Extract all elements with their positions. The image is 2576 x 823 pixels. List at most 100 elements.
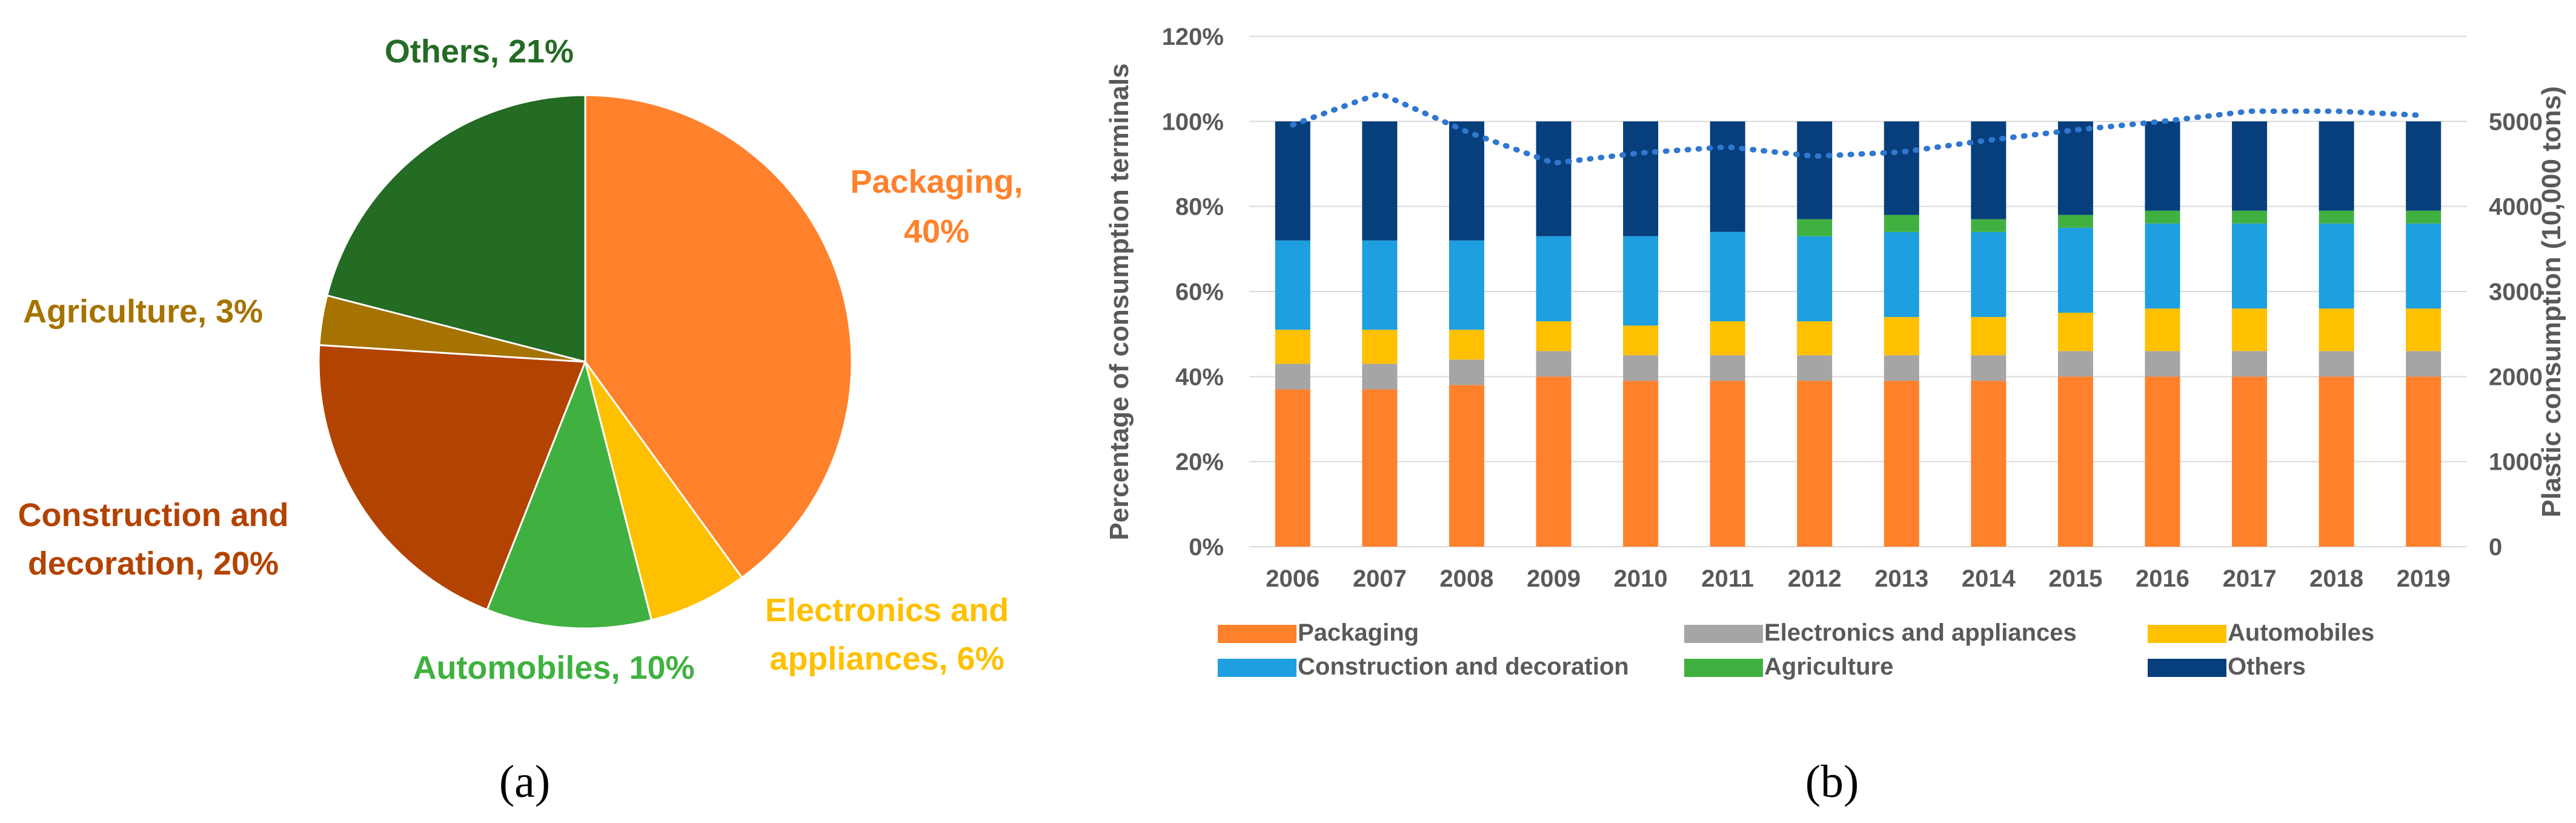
bar-others-2008 bbox=[1449, 121, 1484, 241]
bar-packaging-2014 bbox=[1971, 381, 2007, 547]
x-tick-label: 2009 bbox=[1527, 565, 1581, 592]
bar-automobiles-2018 bbox=[2319, 308, 2354, 352]
y2-tick-label: 3000 bbox=[2489, 279, 2543, 305]
bar-construction-and-decoration-2007 bbox=[1362, 240, 1398, 330]
y-tick-label: 100% bbox=[1162, 108, 1224, 135]
caption-b: (b) bbox=[1805, 756, 1859, 807]
pie-label-others: Others, 21% bbox=[385, 33, 574, 70]
y2-tick-label: 1000 bbox=[2489, 449, 2543, 476]
bar-automobiles-2019 bbox=[2406, 308, 2442, 352]
bar-construction-and-decoration-2017 bbox=[2232, 223, 2268, 309]
pie-label-electronics-and-appliances: Electronics and bbox=[765, 592, 1009, 628]
pie-slice-others bbox=[325, 94, 586, 363]
x-tick-label: 2019 bbox=[2397, 565, 2451, 592]
bar-construction-and-decoration-2019 bbox=[2406, 223, 2442, 309]
bar-packaging-2011 bbox=[1710, 381, 1745, 547]
bar-packaging-2007 bbox=[1362, 389, 1398, 547]
bar-electronics-and-appliances-2016 bbox=[2145, 351, 2180, 377]
x-tick-label: 2015 bbox=[2048, 565, 2102, 592]
bar-agriculture-2013 bbox=[1884, 215, 1919, 232]
bar-electronics-and-appliances-2006 bbox=[1275, 364, 1310, 390]
pie-label-packaging: 40% bbox=[904, 213, 969, 250]
pie-label-agriculture: Agriculture, 3% bbox=[23, 293, 263, 330]
pie-label-construction-and-decoration: Construction and bbox=[18, 497, 289, 533]
legend-swatch-construction-and-decoration bbox=[1218, 659, 1296, 677]
bar-automobiles-2017 bbox=[2232, 308, 2268, 352]
legend-swatch-others bbox=[2148, 659, 2226, 677]
bar-packaging-2013 bbox=[1884, 381, 1919, 547]
legend-label-packaging: Packaging bbox=[1298, 619, 1419, 646]
bar-agriculture-2018 bbox=[2319, 210, 2354, 224]
y-axis-ticks: 0% 20% 40% 60% 80% 100% 120% bbox=[1162, 24, 1224, 561]
x-tick-label: 2013 bbox=[1874, 565, 1928, 592]
bar-packaging-2016 bbox=[2145, 376, 2180, 547]
y-tick-label: 60% bbox=[1175, 279, 1224, 305]
bar-construction-and-decoration-2018 bbox=[2319, 223, 2354, 309]
legend-swatch-electronics-and-appliances bbox=[1684, 625, 1763, 643]
bar-others-2007 bbox=[1362, 121, 1398, 241]
y2-axis-ticks: 0 1000 2000 3000 4000 5000 bbox=[2489, 108, 2543, 561]
bar-automobiles-2010 bbox=[1623, 325, 1659, 356]
bar-automobiles-2013 bbox=[1884, 317, 1919, 356]
bar-others-2009 bbox=[1536, 121, 1572, 236]
x-tick-label: 2007 bbox=[1353, 565, 1407, 592]
y2-tick-label: 4000 bbox=[2489, 194, 2543, 221]
y-tick-label: 0% bbox=[1189, 534, 1224, 561]
legend-swatch-agriculture bbox=[1684, 659, 1763, 677]
bar-others-2006 bbox=[1275, 121, 1310, 241]
bar-packaging-2017 bbox=[2232, 376, 2268, 547]
bar-packaging-2010 bbox=[1623, 381, 1659, 547]
legend: Packaging Electronics and appliances Autom… bbox=[1218, 619, 2374, 680]
bar-others-2019 bbox=[2406, 121, 2442, 211]
y-axis-title: Percentage of consumption terminals bbox=[1104, 63, 1134, 540]
bar-automobiles-2008 bbox=[1449, 330, 1484, 360]
bar-agriculture-2019 bbox=[2406, 210, 2442, 224]
bar-electronics-and-appliances-2015 bbox=[2057, 351, 2093, 377]
bar-automobiles-2006 bbox=[1275, 330, 1310, 364]
bar-construction-and-decoration-2015 bbox=[2057, 227, 2093, 313]
x-tick-label: 2016 bbox=[2136, 565, 2189, 592]
x-tick-label: 2018 bbox=[2309, 565, 2363, 592]
bar-automobiles-2009 bbox=[1536, 321, 1572, 352]
bar-electronics-and-appliances-2018 bbox=[2319, 351, 2354, 377]
x-tick-label: 2012 bbox=[1788, 565, 1842, 592]
bar-others-2016 bbox=[2145, 121, 2180, 211]
bar-agriculture-2015 bbox=[2057, 215, 2093, 228]
y-tick-label: 20% bbox=[1175, 449, 1224, 476]
bar-automobiles-2012 bbox=[1797, 321, 1833, 356]
pie-slice-construction-and-decoration bbox=[317, 344, 587, 611]
bar-automobiles-2014 bbox=[1971, 317, 2007, 356]
pie-label-construction-and-decoration: decoration, 20% bbox=[28, 545, 279, 582]
x-tick-label: 2014 bbox=[1962, 565, 2016, 592]
bar-electronics-and-appliances-2017 bbox=[2232, 351, 2268, 377]
pie-labels: Packaging, 40% Electronics and appliances, … bbox=[18, 33, 1023, 686]
bar-construction-and-decoration-2013 bbox=[1884, 232, 1919, 318]
legend-label-others: Others bbox=[2228, 653, 2306, 680]
bar-others-2018 bbox=[2319, 121, 2354, 211]
bar-electronics-and-appliances-2011 bbox=[1710, 355, 1745, 381]
bar-agriculture-2014 bbox=[1971, 219, 2007, 232]
y-tick-label: 40% bbox=[1175, 364, 1224, 390]
pie-label-automobiles: Automobiles, 10% bbox=[413, 650, 694, 686]
bar-electronics-and-appliances-2009 bbox=[1536, 351, 1572, 377]
x-tick-label: 2008 bbox=[1439, 565, 1493, 592]
bar-packaging-2006 bbox=[1275, 389, 1310, 547]
bar-packaging-2019 bbox=[2406, 376, 2442, 547]
legend-label-construction-and-decoration: Construction and decoration bbox=[1298, 653, 1629, 680]
pie-chart bbox=[317, 94, 853, 630]
bar-electronics-and-appliances-2007 bbox=[1362, 364, 1398, 390]
bar-others-2017 bbox=[2232, 121, 2268, 211]
bar-packaging-2018 bbox=[2319, 376, 2354, 547]
bar-packaging-2009 bbox=[1536, 376, 1572, 547]
pie-label-electronics-and-appliances: appliances, 6% bbox=[769, 641, 1004, 677]
bar-automobiles-2007 bbox=[1362, 330, 1398, 364]
bar-others-2010 bbox=[1623, 121, 1659, 236]
legend-label-electronics-and-appliances: Electronics and appliances bbox=[1764, 619, 2077, 646]
bar-agriculture-2012 bbox=[1797, 219, 1833, 236]
bar-electronics-and-appliances-2013 bbox=[1884, 355, 1919, 381]
pie-slice-automobiles bbox=[486, 359, 653, 630]
bar-agriculture-2016 bbox=[2145, 210, 2180, 224]
x-axis-ticks: 2006 2007 2008 2009 2010 2011 2012 2013 2014 2015… bbox=[1266, 565, 2450, 592]
y2-tick-label: 2000 bbox=[2489, 364, 2543, 390]
x-tick-label: 2011 bbox=[1701, 565, 1754, 592]
